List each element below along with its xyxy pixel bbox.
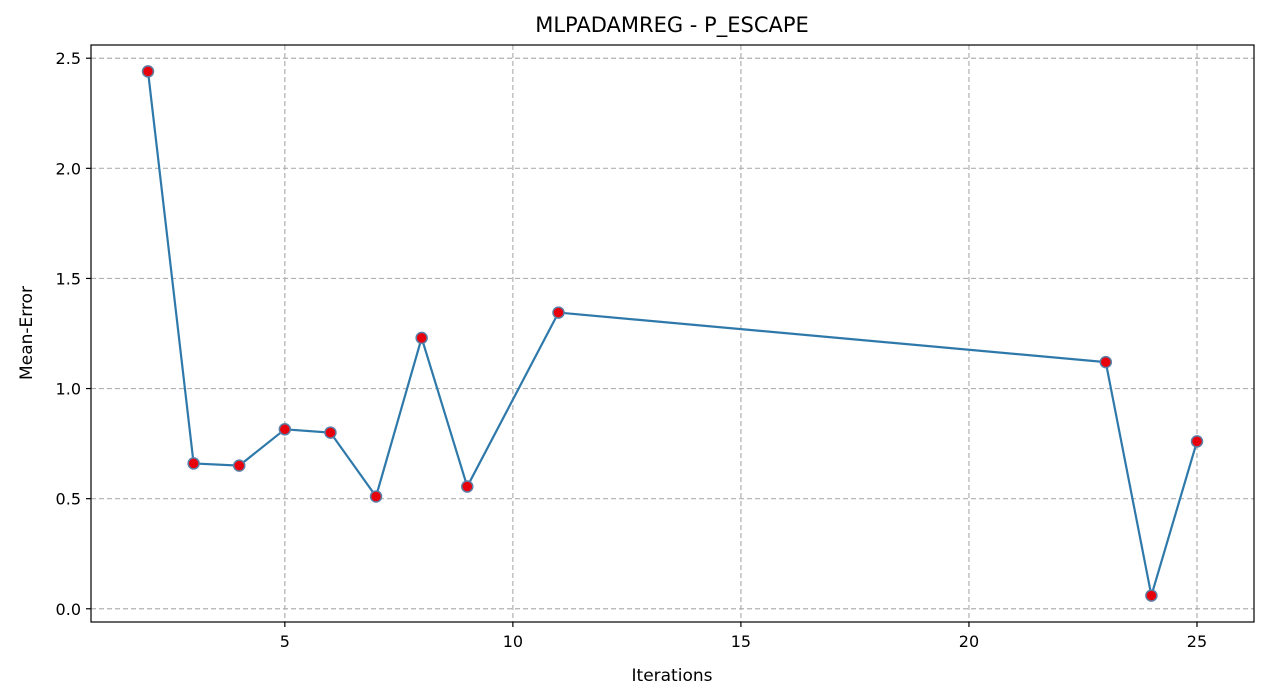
plot-series <box>141 65 1204 602</box>
chart-title: MLPADAMREG - P_ESCAPE <box>535 13 809 38</box>
series-line <box>146 71 1199 597</box>
x-tick-label: 10 <box>503 632 523 651</box>
y-tick-label: 1.0 <box>56 380 81 399</box>
data-point <box>324 426 337 439</box>
y-tick-label: 1.5 <box>56 269 81 288</box>
y-axis-label: Mean-Error <box>17 286 37 380</box>
data-point <box>232 459 246 472</box>
x-axis-label: Iterations <box>632 666 713 686</box>
x-tick-label: 15 <box>731 632 751 651</box>
y-axis: 0.0 0.5 1.0 1.5 2.0 2.5 <box>56 49 91 619</box>
data-point <box>369 490 383 503</box>
x-tick-label: 5 <box>280 632 290 651</box>
plot-frame <box>90 44 1255 623</box>
x-axis: 5 10 15 20 25 <box>280 622 1207 651</box>
data-point <box>415 331 428 345</box>
y-tick-label: 2.5 <box>56 49 81 68</box>
data-point <box>461 480 474 493</box>
data-point <box>141 65 155 78</box>
data-point <box>552 306 565 319</box>
y-tick-label: 0.5 <box>56 490 81 509</box>
y-tick-label: 0.0 <box>56 600 81 619</box>
y-tick-label: 2.0 <box>56 159 81 178</box>
data-point <box>1099 355 1113 369</box>
x-tick-label: 20 <box>959 632 979 651</box>
grid-lines <box>91 45 1254 622</box>
data-point <box>1145 589 1158 602</box>
data-point <box>278 423 292 436</box>
data-point <box>187 457 200 470</box>
x-tick-label: 25 <box>1187 632 1207 651</box>
data-point <box>1190 435 1204 448</box>
